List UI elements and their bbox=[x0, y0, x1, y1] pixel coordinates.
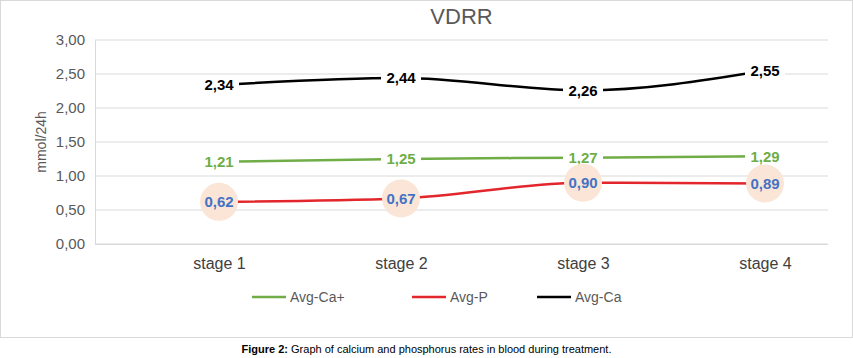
series-line bbox=[219, 183, 765, 202]
legend-swatch bbox=[537, 296, 571, 299]
x-tick-label: stage 4 bbox=[739, 255, 792, 272]
x-tick-label: stage 2 bbox=[375, 255, 428, 272]
data-label: 1,27 bbox=[568, 149, 597, 166]
x-tick: stage 2 bbox=[375, 244, 428, 272]
data-label: 2,26 bbox=[568, 82, 597, 99]
y-tick: 0,00 bbox=[56, 235, 95, 252]
plot-marks bbox=[219, 71, 765, 202]
legend-item: Avg-Ca+ bbox=[252, 289, 345, 305]
y-tick: 3,00 bbox=[56, 31, 95, 48]
y-axis-title: mmol/24h bbox=[33, 111, 49, 172]
data-label: 1,21 bbox=[204, 153, 233, 170]
series-line bbox=[219, 156, 765, 161]
data-label-background bbox=[381, 69, 421, 87]
data-label: 1,29 bbox=[750, 148, 779, 165]
data-labels: 1,21 1,25 1,27 1,29 0,62 0,67 0,90 0,89 2,34 2,44… bbox=[199, 62, 785, 221]
chart: 0,000,501,001,502,002,503,00stage 1stage… bbox=[0, 0, 853, 358]
y-tick: 2,50 bbox=[56, 65, 95, 82]
data-label: 2,34 bbox=[204, 76, 234, 93]
grid-line bbox=[95, 40, 828, 41]
y-tick-label: 0,50 bbox=[56, 201, 85, 218]
grid bbox=[95, 40, 828, 244]
y-tick: 0,50 bbox=[56, 201, 95, 218]
grid-line bbox=[95, 74, 828, 75]
grid-line bbox=[95, 244, 828, 245]
data-label: 0,89 bbox=[750, 175, 779, 192]
legend-swatch bbox=[412, 296, 446, 299]
x-axis-line bbox=[95, 244, 828, 245]
y-tick-label: 1,00 bbox=[56, 167, 85, 184]
legend: Avg-Ca+ Avg-P Avg-Ca bbox=[252, 289, 622, 305]
data-label-background bbox=[746, 164, 784, 202]
title: VDRR bbox=[430, 4, 492, 29]
x-tick-label: stage 1 bbox=[193, 255, 246, 272]
data-label-background bbox=[563, 81, 603, 99]
x-tick: stage 3 bbox=[557, 244, 610, 272]
x-axis: stage 1 stage 2 stage 3 stage 4 bbox=[95, 244, 828, 272]
data-label-background bbox=[564, 164, 602, 202]
y-axis-line bbox=[95, 41, 96, 245]
x-tick: stage 4 bbox=[739, 244, 792, 272]
grid-line bbox=[95, 108, 828, 109]
y-axis: 0,00 0,50 1,00 1,50 2,00 2,50 3,00 bbox=[56, 31, 96, 252]
legend-item: Avg-Ca bbox=[537, 289, 622, 305]
data-label: 2,44 bbox=[386, 69, 416, 86]
y-tick-label: 1,50 bbox=[56, 133, 85, 150]
data-label-background bbox=[199, 76, 239, 94]
data-label: 0,67 bbox=[386, 190, 415, 207]
chart-frame bbox=[1, 1, 853, 338]
legend-swatch bbox=[252, 296, 286, 299]
data-label-background bbox=[199, 153, 239, 171]
legend-label: Avg-Ca+ bbox=[290, 289, 345, 305]
legend-label: Avg-Ca bbox=[575, 289, 622, 305]
grid-line bbox=[95, 142, 828, 143]
y-tick: 1,00 bbox=[56, 167, 95, 184]
grid-line bbox=[95, 176, 828, 177]
y-tick-label: 0,00 bbox=[56, 235, 85, 252]
data-label: 1,25 bbox=[386, 150, 415, 167]
legend-item: Avg-P bbox=[412, 289, 488, 305]
data-label: 0,62 bbox=[204, 193, 233, 210]
y-tick: 2,00 bbox=[56, 99, 95, 116]
data-label: 0,90 bbox=[568, 174, 597, 191]
data-label-background bbox=[382, 179, 420, 217]
data-label-background bbox=[381, 150, 421, 168]
x-tick-label: stage 3 bbox=[557, 255, 610, 272]
x-tick: stage 1 bbox=[193, 244, 246, 272]
y-tick-label: 2,00 bbox=[56, 99, 85, 116]
data-label: 2,55 bbox=[750, 62, 779, 79]
series-line bbox=[219, 71, 765, 91]
y-tick-label: 2,50 bbox=[56, 65, 85, 82]
data-label-background bbox=[200, 183, 238, 221]
caption-part: Figure 2: bbox=[242, 343, 288, 355]
caption: Figure 2: Graph of calcium and phosphoru… bbox=[242, 343, 612, 355]
data-label-background bbox=[745, 62, 785, 80]
data-label-background bbox=[745, 147, 785, 165]
y-tick-label: 3,00 bbox=[56, 31, 85, 48]
legend-label: Avg-P bbox=[450, 289, 488, 305]
caption-part: Graph of calcium and phosphorus rates in… bbox=[288, 343, 611, 355]
y-tick: 1,50 bbox=[56, 133, 95, 150]
